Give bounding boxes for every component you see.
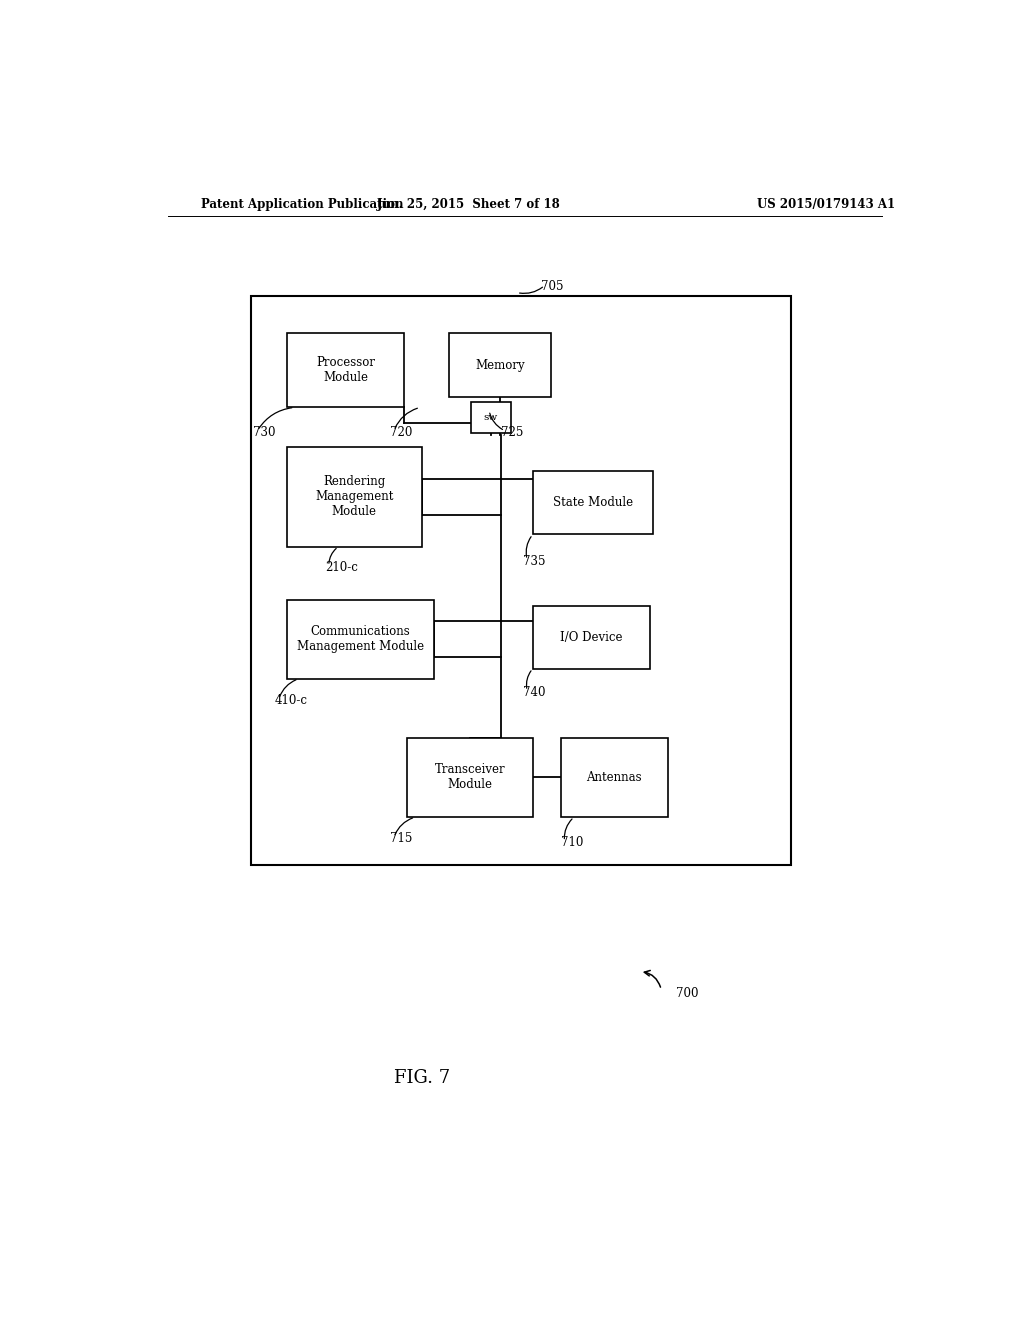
Bar [408,738,532,817]
Text: 725: 725 [501,426,523,438]
Text: 705: 705 [541,280,563,293]
Bar [471,403,511,433]
Text: 410-c: 410-c [274,694,308,708]
Text: 720: 720 [390,426,413,438]
Bar [560,738,668,817]
Text: 700: 700 [676,987,698,1001]
Bar [450,333,551,397]
Text: Patent Application Publication: Patent Application Publication [201,198,403,211]
Text: 740: 740 [523,686,546,698]
Bar [532,471,653,535]
Text: 710: 710 [560,837,583,849]
Text: Memory: Memory [475,359,525,372]
Text: FIG. 7: FIG. 7 [393,1069,450,1088]
Text: Rendering
Management
Module: Rendering Management Module [315,475,393,519]
Text: 735: 735 [523,554,546,568]
Text: Communications
Management Module: Communications Management Module [297,626,424,653]
Text: sw: sw [483,413,498,422]
Text: 715: 715 [390,833,413,845]
Text: 210-c: 210-c [325,561,357,574]
Text: US 2015/0179143 A1: US 2015/0179143 A1 [758,198,895,211]
Text: Antennas: Antennas [587,771,642,784]
Bar [287,599,433,678]
Text: State Module: State Module [553,496,633,510]
Bar [251,296,791,865]
Bar [287,447,422,546]
Text: Processor
Module: Processor Module [316,356,375,384]
Text: I/O Device: I/O Device [560,631,623,644]
Text: Transceiver
Module: Transceiver Module [435,763,506,792]
Bar [287,333,404,408]
Text: Jun. 25, 2015  Sheet 7 of 18: Jun. 25, 2015 Sheet 7 of 18 [378,198,561,211]
Text: 730: 730 [253,426,275,438]
Bar [532,606,650,669]
